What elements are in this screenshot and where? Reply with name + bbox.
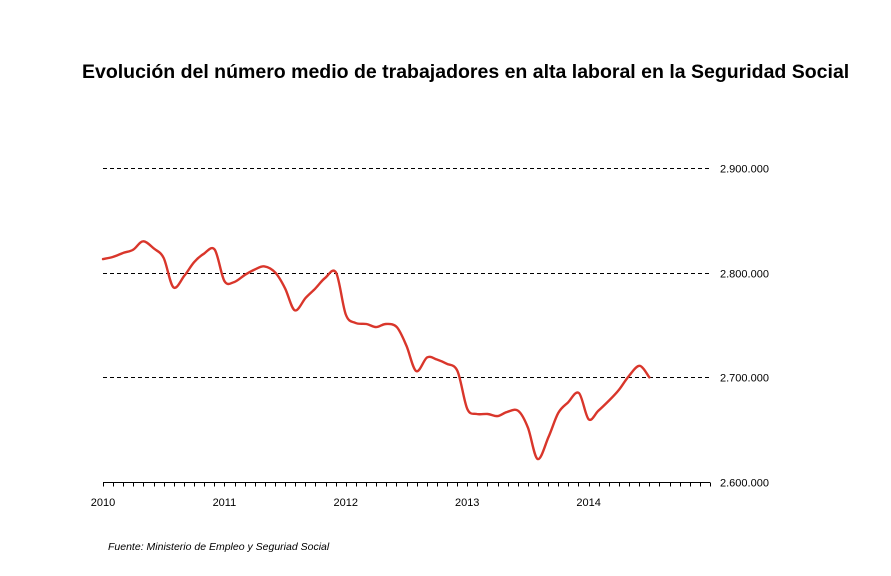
series-line: [101, 240, 651, 461]
y-tick-label: 2.700.000: [720, 373, 769, 385]
chart-source: Fuente: Ministerio de Empleo y Seguriad …: [108, 541, 330, 553]
x-tick-label: 2012: [334, 497, 358, 509]
x-axis: 2010 2011 2012 2013 2014: [91, 482, 711, 509]
y-axis-labels: 2.900.000 2.800.000 2.700.000 2.600.000: [720, 164, 769, 490]
y-tick-label: 2.900.000: [720, 164, 769, 176]
series-group: [101, 240, 651, 461]
x-tick-label: 2013: [455, 497, 479, 509]
x-tick-label: 2011: [213, 497, 237, 509]
x-tick-label: 2010: [91, 497, 115, 509]
chart-title: Evolución del número medio de trabajador…: [82, 61, 850, 83]
y-tick-label: 2.800.000: [720, 269, 769, 281]
y-tick-label: 2.600.000: [720, 478, 769, 490]
gridlines: [103, 168, 710, 378]
x-tick-label: 2014: [576, 497, 600, 509]
